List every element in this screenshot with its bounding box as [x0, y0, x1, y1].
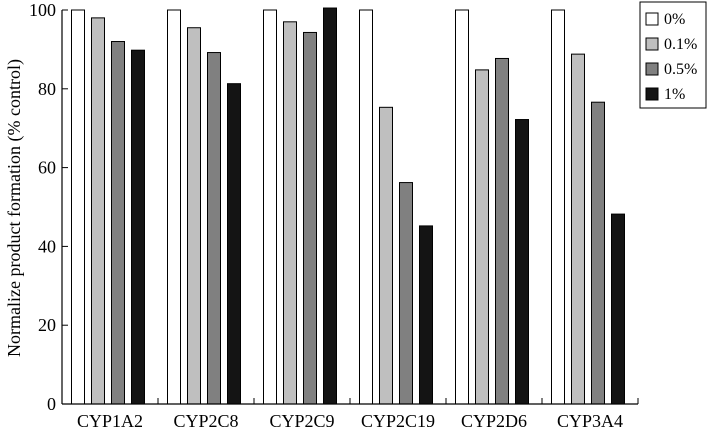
bar-cyp2c19-0pct: [359, 9, 373, 405]
bar-cyp1a2-0_1pct: [91, 17, 105, 405]
y-tick-label: 40: [38, 236, 56, 256]
bar-cyp2c19-0_1pct: [379, 106, 393, 405]
y-tick-label: 100: [29, 0, 56, 20]
x-tick-label: CYP2C8: [173, 411, 238, 431]
y-tick-label: 60: [38, 158, 56, 178]
bar-cyp3a4-0_5pct: [591, 101, 605, 405]
bar-cyp2c9-0_5pct: [303, 31, 317, 405]
legend-swatch: [645, 87, 659, 101]
x-tick-label: CYP3A4: [557, 411, 623, 431]
bar-cyp3a4-1pct: [611, 213, 625, 405]
legend-label: 1%: [664, 86, 685, 103]
legend-label: 0.1%: [664, 36, 697, 53]
y-tick-label: 20: [38, 315, 56, 335]
x-tick-label: CYP2C19: [361, 411, 435, 431]
legend-swatch: [645, 62, 659, 76]
legend-swatch: [645, 12, 659, 26]
bar-cyp2c8-0_1pct: [187, 27, 201, 405]
bar-cyp2c8-0pct: [167, 9, 181, 405]
bar-cyp2c19-1pct: [419, 225, 433, 405]
bar-cyp2c9-1pct: [323, 7, 337, 405]
y-tick-label: 80: [38, 79, 56, 99]
bars-layer: [71, 7, 625, 405]
bar-cyp2c19-0_5pct: [399, 182, 413, 405]
bar-cyp2c8-0_5pct: [207, 52, 221, 405]
bar-cyp1a2-0pct: [71, 9, 85, 405]
legend-label: 0%: [664, 11, 685, 28]
x-tick-label: CYP2D6: [461, 411, 527, 431]
bar-cyp3a4-0pct: [551, 9, 565, 405]
legend-label: 0.5%: [664, 61, 697, 78]
bar-cyp1a2-1pct: [131, 49, 145, 405]
legend-swatch: [645, 37, 659, 51]
bar-cyp2c9-0_1pct: [283, 21, 297, 405]
x-tick-label: CYP2C9: [269, 411, 334, 431]
bar-cyp2c9-0pct: [263, 9, 277, 405]
axes-layer: CYP1A2 CYP2C8 CYP2C9 CYP2C19 CYP2D6 CYP3A4 0 20…: [29, 0, 639, 431]
bar-cyp2d6-0pct: [455, 9, 469, 405]
legend: 0% 0.1% 0.5% 1%: [639, 1, 707, 109]
bar-cyp2c8-1pct: [227, 83, 241, 405]
bar-cyp2d6-0_1pct: [475, 69, 489, 405]
bar-cyp1a2-0_5pct: [111, 41, 125, 405]
bar-cyp2d6-0_5pct: [495, 57, 509, 405]
x-tick-label: CYP1A2: [77, 411, 143, 431]
bar-cyp3a4-0_1pct: [571, 53, 585, 405]
y-axis-title: Normalize product formation (% control): [4, 59, 25, 357]
y-tick-label: 0: [47, 394, 56, 414]
bar-cyp2d6-1pct: [515, 119, 529, 405]
